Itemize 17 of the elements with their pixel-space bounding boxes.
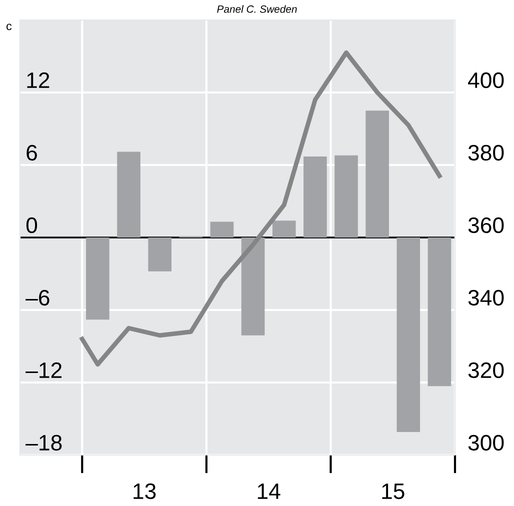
y-tick-label: 12 [27, 72, 50, 88]
text: c [6, 24, 12, 30]
y2-tick-label: 360 [468, 217, 504, 234]
y-tick-label: 0 [26, 217, 38, 234]
y2-tick-label: 380 [468, 144, 504, 161]
x-tick-label: 14 [258, 484, 280, 499]
y2-tick-label: 400 [468, 72, 504, 88]
chart-title: Panel C. Sweden [217, 5, 297, 13]
y-tick-label: 6 [26, 144, 37, 161]
x-tick-label: 15 [382, 484, 404, 500]
y2-tick-label: 340 [468, 290, 504, 306]
y-tick-label: –6 [26, 290, 50, 306]
y-tick-label: –12 [26, 362, 62, 378]
x-tick-label: 13 [134, 483, 156, 500]
y-tick-label: –18 [26, 434, 62, 451]
y2-tick-label: 300 [468, 434, 504, 451]
y2-tick-label: 320 [468, 362, 504, 378]
